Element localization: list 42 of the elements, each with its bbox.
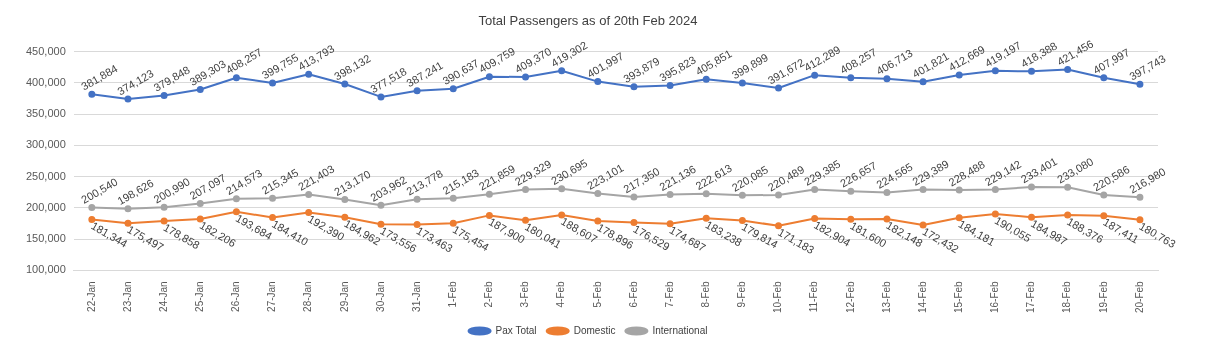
x-tick-label: 24-Jan xyxy=(157,281,169,312)
x-tick-label: 17-Feb xyxy=(1025,280,1037,313)
x-tick-label: 19-Feb xyxy=(1097,280,1109,313)
x-tick-label: 26-Jan xyxy=(230,281,242,312)
legend-label: Pax Total xyxy=(495,324,537,336)
x-tick-label: 11-Feb xyxy=(808,280,820,313)
x-tick-label: 5-Feb xyxy=(591,280,603,308)
x-tick-label: 13-Feb xyxy=(880,280,892,313)
x-tick-label: 9-Feb xyxy=(736,280,748,308)
y-tick-label: 300,000 xyxy=(26,138,66,151)
legend-label: International xyxy=(652,324,708,336)
y-tick-label: 150,000 xyxy=(26,232,66,245)
x-tick-label: 18-Feb xyxy=(1061,280,1073,313)
x-tick-label: 23-Jan xyxy=(121,281,133,312)
x-tick-label: 27-Jan xyxy=(266,281,278,312)
x-tick-label: 6-Feb xyxy=(627,280,639,308)
y-tick-label: 100,000 xyxy=(26,263,66,276)
x-tick-label: 2-Feb xyxy=(483,280,495,308)
legend-label: Domestic xyxy=(573,324,616,336)
y-tick-label: 200,000 xyxy=(26,200,66,213)
x-tick-label: 4-Feb xyxy=(555,280,567,308)
x-tick-label: 7-Feb xyxy=(663,280,675,308)
x-tick-label: 15-Feb xyxy=(952,280,964,313)
x-tick-label: 22-Jan xyxy=(85,281,97,312)
x-tick-label: 16-Feb xyxy=(989,280,1001,313)
y-tick-label: 450,000 xyxy=(26,44,66,57)
x-tick-label: 20-Feb xyxy=(1133,280,1145,313)
x-tick-label: 25-Jan xyxy=(194,281,206,312)
x-tick-label: 29-Jan xyxy=(338,281,350,312)
y-tick-label: 400,000 xyxy=(26,75,66,88)
x-tick-label: 30-Jan xyxy=(374,281,386,312)
x-tick-label: 3-Feb xyxy=(519,280,531,308)
x-tick-label: 14-Feb xyxy=(916,280,928,313)
x-tick-label: 12-Feb xyxy=(844,280,856,313)
x-tick-label: 1-Feb xyxy=(447,280,458,308)
chart-title: Total Passengers as of 20th Feb 2024 xyxy=(478,13,698,29)
x-tick-label: 31-Jan xyxy=(410,281,422,312)
x-tick-label: 10-Feb xyxy=(772,280,784,313)
x-tick-label: 8-Feb xyxy=(699,280,711,308)
x-tick-label: 28-Jan xyxy=(302,281,314,312)
y-tick-label: 350,000 xyxy=(26,107,66,120)
y-tick-label: 250,000 xyxy=(26,169,66,182)
